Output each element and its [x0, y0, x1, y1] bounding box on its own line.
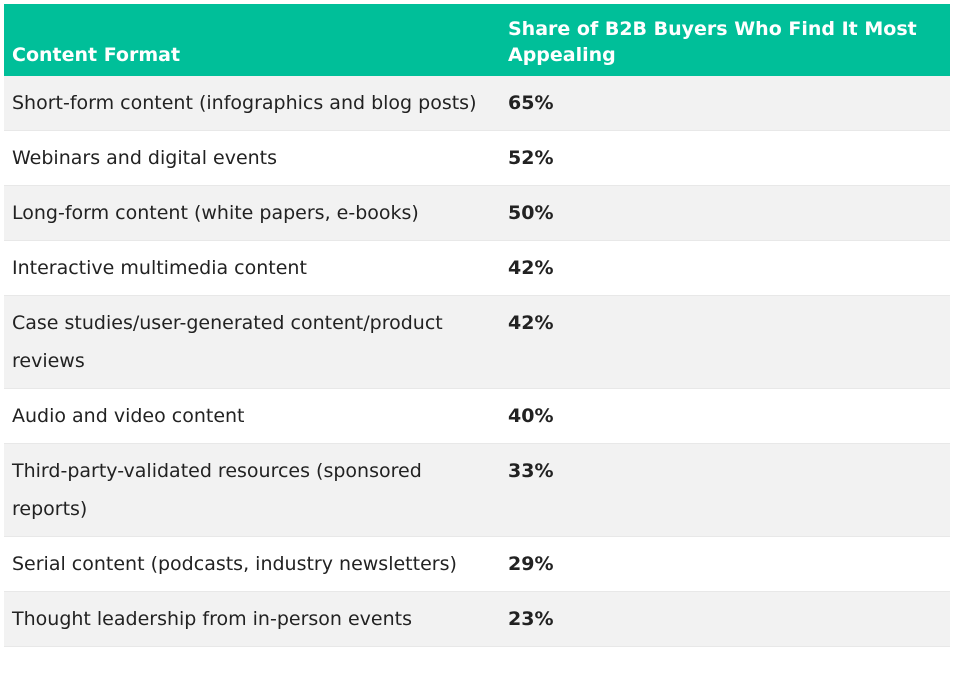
format-cell: Audio and video content [4, 388, 500, 444]
format-cell: Thought leadership from in-person events [4, 591, 500, 647]
format-cell: Short-form content (infographics and blo… [4, 76, 500, 131]
table-row: Webinars and digital events 52% [4, 130, 950, 186]
format-cell: Long-form content (white papers, e-books… [4, 185, 500, 241]
table-row: Audio and video content 40% [4, 388, 950, 444]
content-table: Content Format Share of B2B Buyers Who F… [4, 4, 950, 647]
format-cell: Third-party-validated resources (sponsor… [4, 443, 500, 537]
format-cell: Webinars and digital events [4, 130, 500, 186]
table-body: Short-form content (infographics and blo… [4, 76, 950, 647]
table-row: Serial content (podcasts, industry newsl… [4, 536, 950, 592]
format-cell: Interactive multimedia content [4, 240, 500, 296]
share-cell: 42% [500, 295, 950, 389]
format-cell: Serial content (podcasts, industry newsl… [4, 536, 500, 592]
share-cell: 52% [500, 130, 950, 186]
table-row: Long-form content (white papers, e-books… [4, 185, 950, 241]
share-cell: 40% [500, 388, 950, 444]
share-cell: 42% [500, 240, 950, 296]
table-row: Thought leadership from in-person events… [4, 591, 950, 647]
share-cell: 50% [500, 185, 950, 241]
header-row: Content Format Share of B2B Buyers Who F… [4, 4, 950, 76]
header-cell: Content Format [4, 4, 500, 76]
table-row: Third-party-validated resources (sponsor… [4, 443, 950, 537]
share-cell: 65% [500, 76, 950, 131]
share-cell: 23% [500, 591, 950, 647]
format-cell: Case studies/user-generated content/prod… [4, 295, 500, 389]
table-row: Interactive multimedia content 42% [4, 240, 950, 296]
share-cell: 29% [500, 536, 950, 592]
table-row: Short-form content (infographics and blo… [4, 76, 950, 131]
table-head: Content Format Share of B2B Buyers Who F… [4, 4, 950, 76]
share-cell: 33% [500, 443, 950, 537]
header-cell: Share of B2B Buyers Who Find It Most App… [500, 4, 950, 76]
table-row: Case studies/user-generated content/prod… [4, 295, 950, 389]
